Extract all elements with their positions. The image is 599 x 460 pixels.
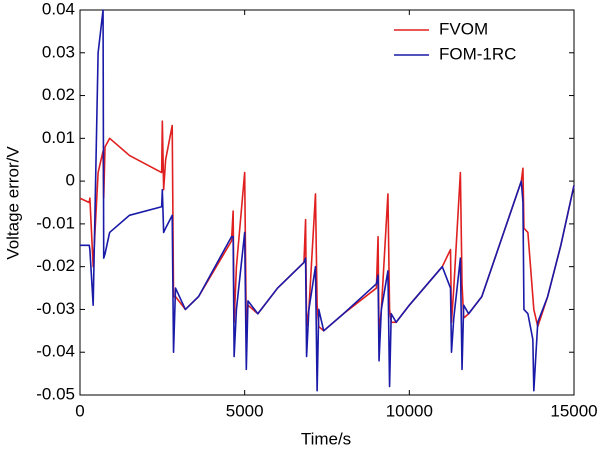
- x-axis-label: Time/s: [301, 429, 351, 448]
- legend-label: FVOM: [439, 19, 488, 38]
- y-tick-label: -0.02: [36, 256, 75, 275]
- y-tick-label: 0.03: [42, 42, 75, 61]
- y-tick-label: -0.01: [36, 213, 75, 232]
- y-tick-label: 0: [66, 171, 75, 190]
- x-tick-label: 0: [75, 401, 84, 420]
- legend-label: FOM-1RC: [439, 44, 516, 63]
- y-tick-label: 0.02: [42, 85, 75, 104]
- series-line: [79, 120, 575, 336]
- x-tick-label: 5000: [226, 401, 264, 420]
- y-tick-label: -0.05: [36, 384, 75, 403]
- y-axis-label: Voltage error/V: [3, 146, 22, 260]
- x-tick-label: 10000: [386, 401, 433, 420]
- y-tick-label: 0.04: [42, 0, 75, 18]
- series-line: [80, 9, 575, 392]
- y-tick-label: 0.01: [42, 128, 75, 147]
- x-tick-label: 15000: [550, 401, 597, 420]
- plot-frame: [79, 9, 575, 396]
- y-tick-label: -0.04: [36, 342, 75, 361]
- y-tick-label: -0.03: [36, 299, 75, 318]
